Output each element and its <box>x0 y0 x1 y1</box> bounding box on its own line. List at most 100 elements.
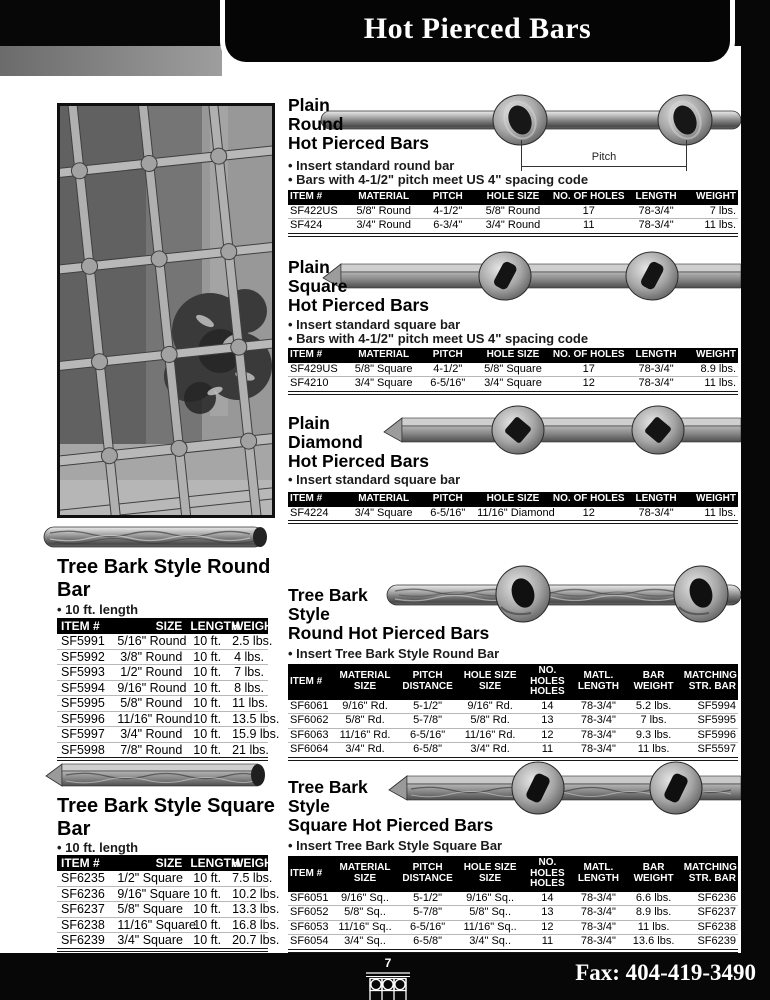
tree-bark-round-pierced-bar-image <box>386 565 741 623</box>
table-cell: 5/8" Square <box>346 362 421 377</box>
table-cell: 6-5/16" <box>398 728 457 743</box>
table-cell: SF5995 <box>681 713 738 729</box>
column-header: PITCH DISTANCE <box>402 670 453 692</box>
table-cell: 6-5/16" <box>398 920 457 935</box>
table-cell: 5-1/2" <box>398 699 457 714</box>
table-cell: 3/4" Rd. <box>331 742 399 759</box>
table-row: SF5996 11/16" Round 10 ft. 13.5 lbs. <box>57 711 279 727</box>
table-row: SF6051 9/16" Sq.. 5-1/2" 9/16" Sq.. 14 78-3/4… <box>288 891 738 906</box>
column-header: ITEM # <box>61 619 100 633</box>
table-cell: SF6236 <box>681 891 738 906</box>
table-cell: SF6237 <box>57 901 114 918</box>
grille-photo <box>19 74 318 549</box>
table-cell: 5/8" Round <box>113 695 187 712</box>
table-cell: 9/16" Round <box>113 680 186 696</box>
tree-bark-round-pierced-table: ITEM # MATERIAL SIZE PITCH DISTANCE HOLE SI… <box>288 664 738 761</box>
table-row: SF5997 3/4" Round 10 ft. 15.9 lbs. <box>57 726 279 743</box>
table-cell: 5/8" Rd. <box>456 713 524 729</box>
pitch-line-left <box>521 140 522 171</box>
table-cell: 12 <box>550 376 627 393</box>
table-header-row: ITEM # SIZE LENGTH WEIGHT <box>57 855 281 871</box>
table-cell: 5/8" Round <box>346 204 421 219</box>
column-header: ITEM # <box>290 493 323 504</box>
tree-bark-square-pierced-table: ITEM # MATERIAL SIZE PITCH DISTANCE HOLE SI… <box>288 856 738 953</box>
table-cell: 7/8" Round <box>113 742 187 760</box>
table-cell: 10 ft. <box>186 901 229 918</box>
table-cell: 12 <box>550 506 627 523</box>
table-cell: SF5994 <box>681 699 738 714</box>
table-cell: 3/4" Square <box>346 376 421 393</box>
table-cell: 78-3/4" <box>571 905 626 921</box>
table-cell: 11 <box>523 742 572 759</box>
table-cell: SF422US <box>288 204 347 219</box>
table-cell: 17 <box>550 204 627 219</box>
table-cell: 11/16" Round <box>113 711 193 727</box>
table-header-row: ITEM # MATERIAL PITCH HOLE SIZE NO. OF HOLES… <box>288 348 738 363</box>
column-header: MATCHING STR. BAR <box>683 670 737 692</box>
column-header: ITEM # <box>61 856 100 870</box>
table-cell: 78-3/4" <box>571 920 626 935</box>
table-row: SF6239 3/4" Square 10 ft. 20.7 lbs. <box>57 932 279 950</box>
bullet-insert: Insert Tree Bark Style Square Bar <box>288 839 502 853</box>
column-header: HOLE SIZE SIZE <box>463 670 517 692</box>
header-gray-accent <box>0 46 222 76</box>
table-cell: 14 <box>523 699 572 714</box>
table-cell: 5/8" Round <box>475 204 551 219</box>
fax-number: Fax: 404-419-3490 <box>575 960 756 985</box>
table-cell: 11/16" Sq.. <box>456 920 524 935</box>
table-cell: 11 lbs. <box>625 920 682 935</box>
table-row: SF6063 11/16" Rd. 6-5/16" 11/16" Rd. 12 78-3/… <box>288 728 738 743</box>
column-header: LENGTH <box>190 856 240 870</box>
table-cell: 21 lbs. <box>228 742 269 760</box>
page-title-tab: Hot Pierced Bars <box>220 0 735 67</box>
column-header: WEIGHT <box>696 493 736 504</box>
column-header: ITEM # <box>290 349 323 360</box>
table-cell: 11/16" Rd. <box>456 728 524 743</box>
table-cell: 5-7/8" <box>398 713 457 729</box>
table-cell: SF6054 <box>288 934 332 951</box>
table-cell: 6.6 lbs. <box>625 891 682 906</box>
column-header: NO. OF HOLES <box>552 349 625 360</box>
table-cell: SF6053 <box>288 920 332 935</box>
table-cell: SF6238 <box>57 917 114 933</box>
column-header: WEIGHT <box>232 856 281 870</box>
table-header-row: ITEM # MATERIAL PITCH HOLE SIZE NO. OF HOLES… <box>288 492 738 507</box>
table-row: SF5998 7/8" Round 10 ft. 21 lbs. <box>57 742 269 760</box>
column-header: NO. HOLES HOLES <box>530 857 565 889</box>
column-header: MATL. LENGTH <box>577 670 619 692</box>
table-cell: SF429US <box>288 362 347 377</box>
table-cell: 4-1/2" <box>420 362 476 377</box>
tree-bark-square-pierced-bar-image <box>388 761 741 815</box>
column-header: MATCHING STR. BAR <box>683 862 737 884</box>
column-header: PITCH <box>432 349 463 360</box>
column-header: HOLE SIZE <box>486 349 540 360</box>
table-row: SF5992 3/8" Round 10 ft. 4 lbs. <box>57 649 268 665</box>
table-cell: 9.3 lbs. <box>625 728 682 743</box>
table-cell: 11 <box>523 934 572 951</box>
column-header: PITCH <box>432 191 463 202</box>
table-cell: 6-5/8" <box>398 934 457 951</box>
table-row: SF4210 3/4" Square 6-5/16" 3/4" Square 12 78-… <box>288 376 738 393</box>
column-header: BAR WEIGHT <box>633 862 674 884</box>
table-row: SF6052 5/8" Sq.. 5-7/8" 5/8" Sq.. 13 78-3/4" 8… <box>288 905 738 921</box>
table-row: SF6062 5/8" Rd. 5-7/8" 5/8" Rd. 13 78-3/4" 7 l… <box>288 713 738 729</box>
table-cell: SF5996 <box>57 711 114 727</box>
table-cell: SF5993 <box>57 664 114 681</box>
table-header-row: ITEM # MATERIAL SIZE PITCH DISTANCE HOLE SI… <box>288 664 738 700</box>
tree-bark-square-bar-image <box>45 763 265 787</box>
table-row: SF6064 3/4" Rd. 6-5/8" 3/4" Rd. 11 78-3/4" 11 … <box>288 742 738 759</box>
column-header: HOLE SIZE SIZE <box>463 862 517 884</box>
table-cell: 11/16" Rd. <box>331 728 399 743</box>
table-cell: 1/2" Round <box>113 664 187 681</box>
table-cell: SF5996 <box>681 728 738 743</box>
table-cell: 11 lbs. <box>625 742 682 759</box>
table-cell: 11/16" Sq.. <box>331 920 399 935</box>
table-cell: SF5991 <box>57 634 114 650</box>
column-header: MATERIAL <box>358 493 410 504</box>
column-header: NO. OF HOLES <box>552 191 625 202</box>
section-title-tree-bark-round-bar: Tree Bark Style Round Bar <box>57 556 271 601</box>
table-cell: 78-3/4" <box>626 362 686 377</box>
grille-bars <box>19 74 318 549</box>
plain-square-bar-image <box>322 251 741 301</box>
table-cell: 9/16" Rd. <box>456 699 524 714</box>
